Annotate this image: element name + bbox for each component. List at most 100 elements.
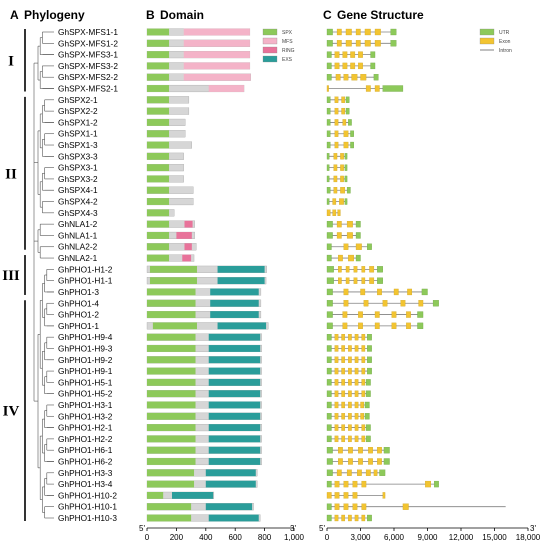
exon-block (360, 401, 364, 409)
domain-exs (210, 299, 259, 307)
domain-spx (147, 367, 196, 375)
exon-block (342, 51, 348, 58)
utr-block (367, 243, 372, 250)
exon-block (334, 96, 339, 103)
exon-block (341, 107, 346, 115)
exon-block (358, 458, 363, 465)
exon-block (338, 447, 343, 454)
domain-exs (217, 265, 265, 273)
exon-block (365, 469, 371, 476)
gene-name: GhPHO1-H6-1 (58, 445, 113, 455)
utr-block (350, 130, 354, 137)
exon-block (334, 401, 339, 409)
exon-block (358, 322, 363, 330)
exon-block (374, 85, 380, 92)
exon-block (326, 209, 331, 216)
utr-block (355, 232, 361, 239)
exon-block (348, 424, 352, 431)
exon-block (391, 322, 397, 330)
utr-block (326, 379, 332, 386)
exon-block (342, 62, 348, 70)
domain-exs (208, 345, 261, 352)
exon-block (402, 503, 409, 510)
three-prime-label: 3' (530, 524, 536, 533)
exon-block (345, 277, 350, 284)
gene-name: GhSPX3-3 (58, 151, 98, 161)
gene-name: GhPHO1-H9-2 (58, 355, 113, 365)
exon-block (361, 514, 366, 522)
utr-block (373, 74, 379, 81)
legend-swatch (262, 46, 278, 54)
utr-block (326, 435, 332, 443)
utr-block (326, 277, 334, 284)
exon-block (361, 266, 366, 273)
utr-block (345, 107, 350, 115)
domain-spx (147, 345, 196, 352)
domain-exs (210, 288, 259, 296)
utr-block (326, 322, 333, 330)
gene-name: GhPHO1-H10-1 (58, 502, 117, 512)
exon-block (334, 367, 339, 375)
utr-block (326, 28, 333, 36)
exon-block (373, 469, 378, 476)
domain-spx (147, 299, 196, 307)
exon-block (345, 28, 352, 36)
exon-block (354, 413, 359, 420)
exon-block (343, 503, 349, 510)
exon-block (348, 379, 352, 386)
exon-block (425, 480, 431, 488)
domain-spx (147, 51, 170, 59)
exon-block (343, 492, 349, 499)
exon-block (361, 503, 367, 510)
exon-block (341, 514, 346, 522)
exon-block (348, 254, 354, 262)
exon-block (340, 164, 344, 171)
legend-swatch (262, 28, 278, 36)
exon-block (407, 288, 413, 296)
exon-block (374, 28, 381, 36)
axis-tick-label: 3,000 (350, 533, 371, 542)
three-prime-label: 3' (290, 524, 296, 533)
utr-block (326, 447, 333, 454)
domain-exs (208, 356, 261, 364)
gene-name: GhNLA1-1 (58, 230, 98, 240)
exon-block (354, 356, 359, 363)
exon-block (343, 130, 349, 137)
exon-block (336, 469, 342, 476)
exon-block (345, 40, 352, 47)
domain-spx (147, 164, 170, 172)
exon-block (340, 153, 344, 160)
utr-block (326, 345, 332, 352)
group-label: III (2, 268, 20, 284)
exon-block (341, 96, 346, 103)
exon-block (348, 356, 352, 363)
legend-swatch (262, 55, 278, 63)
panel-b-title: Domain (160, 8, 204, 22)
domain-ring (182, 254, 192, 262)
domain-legend: SPX MFS RING EXS (262, 28, 295, 63)
legend-label: UTR (499, 30, 510, 36)
axis-tick-label: 600 (229, 533, 243, 542)
gene-structure-panel (326, 28, 506, 522)
exon-block (348, 345, 352, 352)
exon-block (341, 345, 346, 352)
domain-spx (147, 401, 196, 409)
utr-block (421, 288, 428, 296)
panel-c-letter: C (323, 8, 332, 22)
domain-exs (208, 390, 261, 398)
exon-block (348, 514, 352, 522)
exon-block (374, 322, 380, 330)
gene-name: GhSPX-MFS2-2 (58, 72, 118, 82)
gene-name: GhSPX2-1 (58, 95, 98, 105)
domain-mfs (208, 85, 245, 92)
domain-exs (208, 435, 261, 443)
exon-block (334, 334, 339, 341)
domain-ring (176, 232, 192, 239)
exon-block (334, 424, 339, 431)
domain-spx (149, 277, 197, 285)
domain-spx (147, 390, 196, 398)
utr-block (326, 367, 332, 375)
utr-block (350, 141, 354, 149)
utr-block (326, 187, 331, 194)
